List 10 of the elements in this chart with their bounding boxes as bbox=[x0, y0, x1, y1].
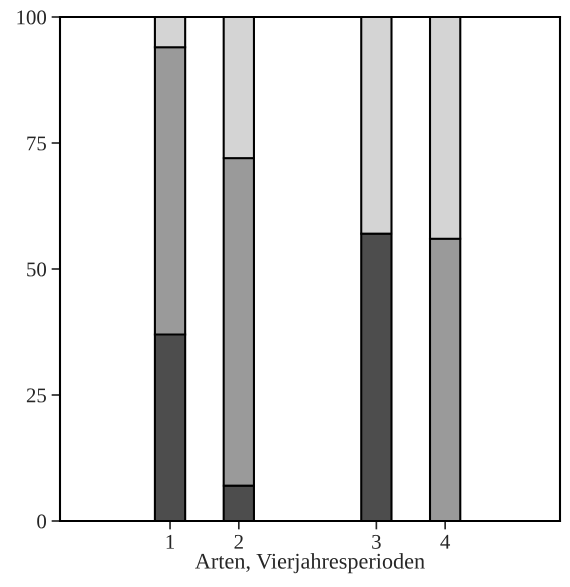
y-tick-label: 100 bbox=[17, 10, 46, 24]
y-tick-label: 75 bbox=[27, 136, 46, 150]
y-tick-label: 0 bbox=[37, 514, 46, 528]
x-tick-label: 1 bbox=[166, 534, 174, 549]
x-tick-label: 3 bbox=[372, 534, 381, 549]
x-tick-label: 2 bbox=[234, 534, 243, 549]
y-tick-label: 25 bbox=[26, 388, 46, 402]
x-tick-label: 4 bbox=[440, 534, 450, 549]
x-axis-title: Arten, Vierjahresperioden bbox=[195, 553, 425, 574]
y-tick-label: 50 bbox=[27, 262, 46, 276]
